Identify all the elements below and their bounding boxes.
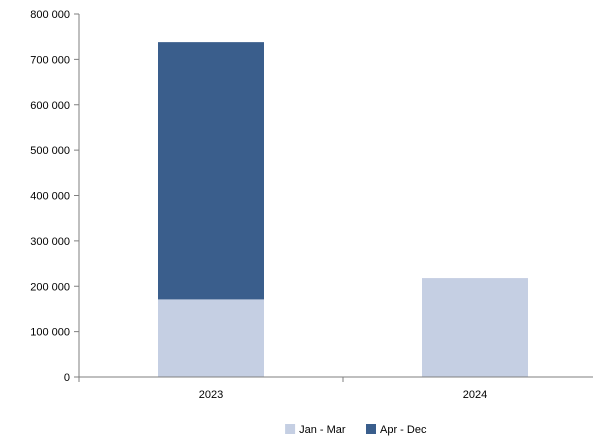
x-axis-ticks: 2023 2024 xyxy=(78,377,487,401)
y-tick-label: 100 000 xyxy=(30,327,70,339)
legend-swatch xyxy=(285,424,296,434)
bar-2023-series-2 xyxy=(158,42,264,300)
bars xyxy=(158,42,528,377)
y-tick-label: 200 000 xyxy=(30,281,70,293)
y-tick-label: 800 000 xyxy=(30,9,70,21)
legend-label: Jan - Mar xyxy=(299,424,346,436)
x-category-label: 2023 xyxy=(199,389,223,401)
legend-swatch xyxy=(366,424,376,434)
y-tick-label: 600 000 xyxy=(30,100,70,112)
legend-label: Apr - Dec xyxy=(380,424,427,436)
y-tick-label: 700 000 xyxy=(30,54,70,66)
legend: Jan - Mar Apr - Dec xyxy=(285,424,427,436)
bar-2024-series-1 xyxy=(422,278,528,377)
y-tick-label: 300 000 xyxy=(30,236,70,248)
y-tick-label: 500 000 xyxy=(30,145,70,157)
y-axis-ticks: 0 100 000 200 000 300 000 400 000 500 000 600 … xyxy=(30,9,79,384)
y-tick-label: 0 xyxy=(64,372,70,384)
bar-2023-series-1 xyxy=(158,299,264,377)
x-category-label: 2024 xyxy=(463,389,487,401)
y-tick-label: 400 000 xyxy=(30,191,70,203)
